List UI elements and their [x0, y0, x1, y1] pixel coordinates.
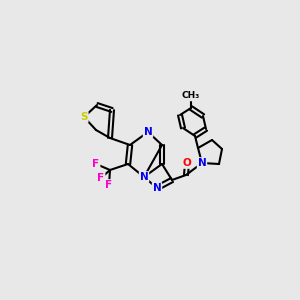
Text: F: F [98, 173, 105, 183]
Text: CH₃: CH₃ [182, 92, 200, 100]
Text: N: N [198, 158, 206, 168]
Text: N: N [140, 172, 148, 182]
Text: S: S [80, 112, 88, 122]
Text: F: F [105, 180, 112, 190]
Text: F: F [92, 159, 100, 169]
Text: O: O [183, 158, 191, 168]
Text: N: N [153, 183, 161, 193]
Text: N: N [144, 127, 152, 137]
